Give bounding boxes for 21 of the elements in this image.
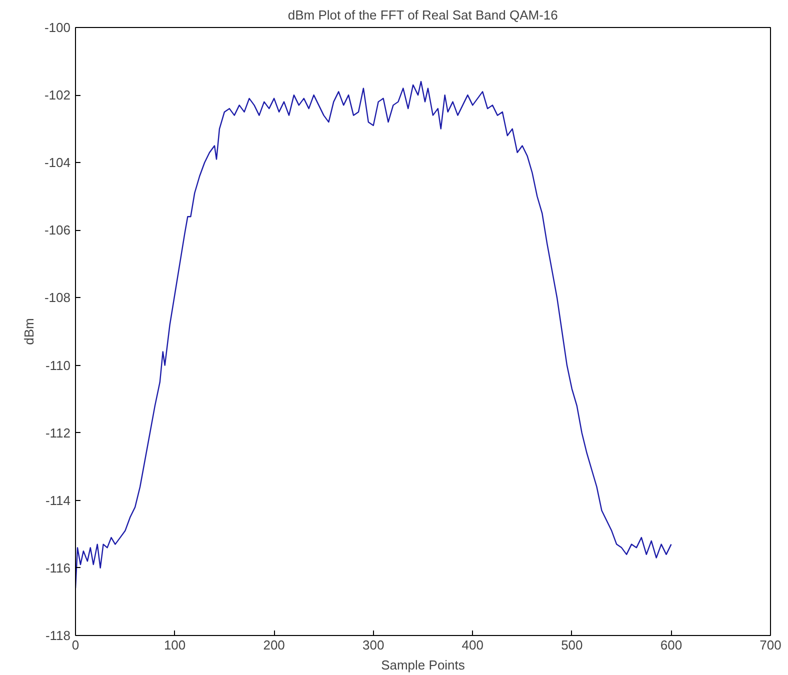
chart-title: dBm Plot of the FFT of Real Sat Band QAM-16: [288, 8, 558, 22]
y-tick-label: -106: [44, 222, 71, 238]
x-tick-label: 300: [362, 638, 384, 652]
y-tick-label: -112: [45, 425, 71, 440]
x-tick-label: 100: [164, 638, 186, 652]
x-tick-label: 700: [760, 638, 782, 652]
x-tick-label: 500: [561, 638, 583, 652]
y-tick-label: -108: [44, 290, 71, 306]
y-tick-label: -100: [44, 20, 71, 35]
x-tick-label: 600: [660, 638, 682, 652]
y-tick-label: -104: [44, 155, 71, 170]
x-tick-label: 400: [462, 638, 484, 652]
x-axis-title: Sample Points: [381, 658, 466, 672]
y-tick-label: -102: [44, 88, 71, 103]
x-tick-label: 0: [72, 638, 80, 652]
y-tick-label: -118: [45, 628, 71, 643]
y-axis-title: dBm: [21, 318, 36, 345]
x-tick-label: 200: [263, 638, 285, 652]
y-tick-label: -116: [45, 560, 71, 576]
y-tick-label: -110: [45, 358, 71, 373]
y-tick-label: -114: [45, 492, 71, 508]
